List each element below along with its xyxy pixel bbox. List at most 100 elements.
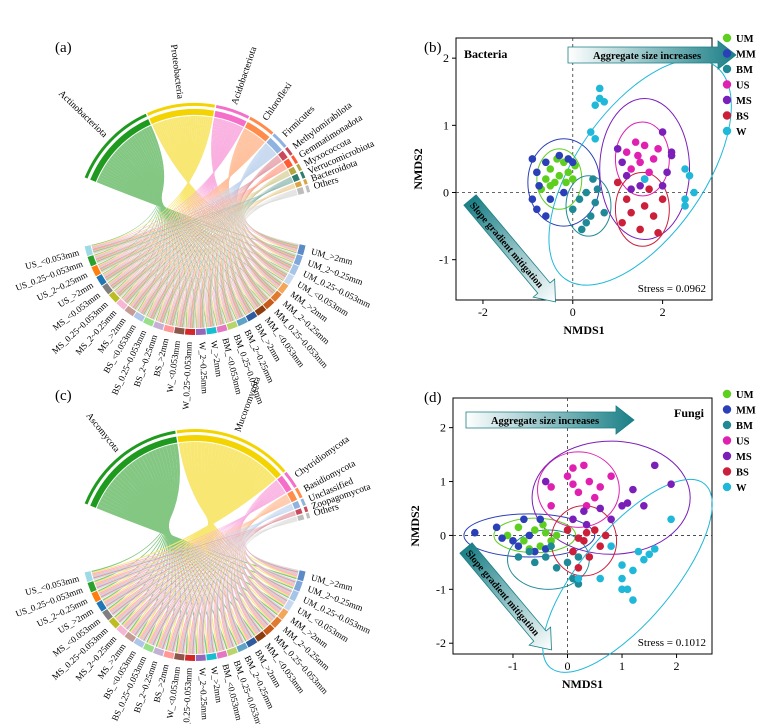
data-point <box>618 218 626 227</box>
data-point <box>607 515 615 524</box>
plot-title: Bacteria <box>464 47 507 61</box>
sample-arc <box>216 324 228 333</box>
series-BM <box>514 542 583 588</box>
data-point <box>685 171 694 180</box>
data-point <box>623 499 632 507</box>
chord-ribbon <box>241 170 288 276</box>
chord-diagram-c: (c)Ascomycota MucoromycotaChytridiomycota… <box>14 375 373 724</box>
chord-ribbon <box>105 487 271 623</box>
chord-ribbons <box>91 116 299 328</box>
chord-ribbons <box>91 442 299 654</box>
data-point <box>649 155 658 163</box>
chord-ribbon <box>242 494 295 586</box>
data-point <box>690 188 698 197</box>
chord-ribbon <box>241 504 292 603</box>
chord-ribbon <box>197 442 272 622</box>
chord-ribbon <box>223 518 297 647</box>
chord-ribbon <box>204 120 229 328</box>
chord-ribbon <box>93 515 296 579</box>
chord-ribbon <box>233 144 280 287</box>
data-point <box>627 185 635 193</box>
chord-ribbon <box>92 509 294 578</box>
data-point <box>542 158 550 167</box>
data-point <box>541 477 550 486</box>
legend-label: US <box>736 437 750 448</box>
confidence-ellipse <box>542 478 713 673</box>
confidence-ellipse <box>537 451 620 528</box>
legend-label: W <box>736 483 747 494</box>
sample-arc <box>84 571 93 583</box>
plot-frame <box>455 37 713 301</box>
x-tick-label: 2 <box>674 659 680 673</box>
taxon-outer-arc <box>284 471 297 488</box>
data-point <box>580 461 588 470</box>
legend-marker <box>722 420 732 430</box>
data-point <box>663 168 671 177</box>
confidence-ellipse <box>548 59 732 286</box>
taxon-outer-arc <box>305 185 311 193</box>
sample-arc <box>184 654 195 661</box>
x-tick-label: 0 <box>565 659 571 673</box>
data-point <box>591 134 600 143</box>
data-point <box>585 477 594 486</box>
chord-ribbon <box>239 163 287 277</box>
taxon-label: Actinobacteriota <box>56 89 109 141</box>
x-tick-label: 2 <box>660 305 666 319</box>
sample-arc <box>96 600 107 612</box>
sample-arc <box>152 321 165 331</box>
sample-arc <box>236 642 248 653</box>
chord-ribbon <box>219 157 280 322</box>
taxon-outer-arc <box>147 103 216 116</box>
aggregate-arrow-label: Aggregate size increases <box>593 51 701 62</box>
x-tick-label: -1 <box>508 659 518 673</box>
taxon-arc <box>177 434 281 479</box>
chord-ribbon <box>115 463 262 619</box>
chord-ribbon <box>131 460 181 653</box>
sample-arc <box>226 321 238 330</box>
legend-marker <box>722 33 732 43</box>
data-point <box>520 537 528 545</box>
x-axis-label: NMDS1 <box>563 323 604 337</box>
taxon-outer-arc <box>290 155 299 165</box>
sample-arc <box>245 311 258 322</box>
chord-ribbon <box>107 447 172 610</box>
data-point <box>649 212 658 220</box>
chord-ribbon <box>241 517 297 609</box>
confidence-ellipse <box>565 175 612 237</box>
series-MM <box>528 151 577 220</box>
taxon-outer-arc <box>300 498 306 507</box>
sample-arc <box>116 298 128 310</box>
data-point <box>582 218 591 227</box>
taxon-label: Chloroflexi <box>260 80 294 123</box>
chord-ribbon <box>244 510 296 583</box>
data-point <box>618 158 626 167</box>
aggregate-arrow <box>567 40 737 70</box>
taxon-arc <box>296 187 305 195</box>
data-point <box>600 98 609 106</box>
stress-label: Stress = 0.1012 <box>638 637 706 649</box>
data-point <box>582 528 591 537</box>
data-point <box>667 151 676 160</box>
legend-marker <box>722 126 732 136</box>
legend-marker <box>722 389 732 399</box>
chord-ribbon <box>213 119 257 310</box>
legend-marker <box>722 436 732 445</box>
data-point <box>582 188 591 197</box>
chord-ribbon <box>232 144 273 295</box>
x-tick-label: -2 <box>478 305 488 319</box>
y-axis-label: NMDS2 <box>408 505 422 546</box>
taxon-outer-arc <box>296 163 302 172</box>
sample-arc <box>297 244 306 256</box>
sample-arc <box>195 328 206 335</box>
taxon-arc <box>244 122 270 142</box>
data-point <box>577 225 586 234</box>
legend-marker <box>722 80 732 89</box>
data-point <box>622 148 631 157</box>
data-point <box>640 555 648 564</box>
data-point <box>629 566 637 575</box>
chord-ribbon <box>197 447 232 654</box>
data-point <box>580 507 588 515</box>
nmds-plot-b: (b) -2 0 2 -1 0 1 2 NMDS1 NMDS2 Bacteria Stress = 0… <box>411 33 756 337</box>
data-point <box>569 515 577 524</box>
data-point <box>547 542 555 551</box>
